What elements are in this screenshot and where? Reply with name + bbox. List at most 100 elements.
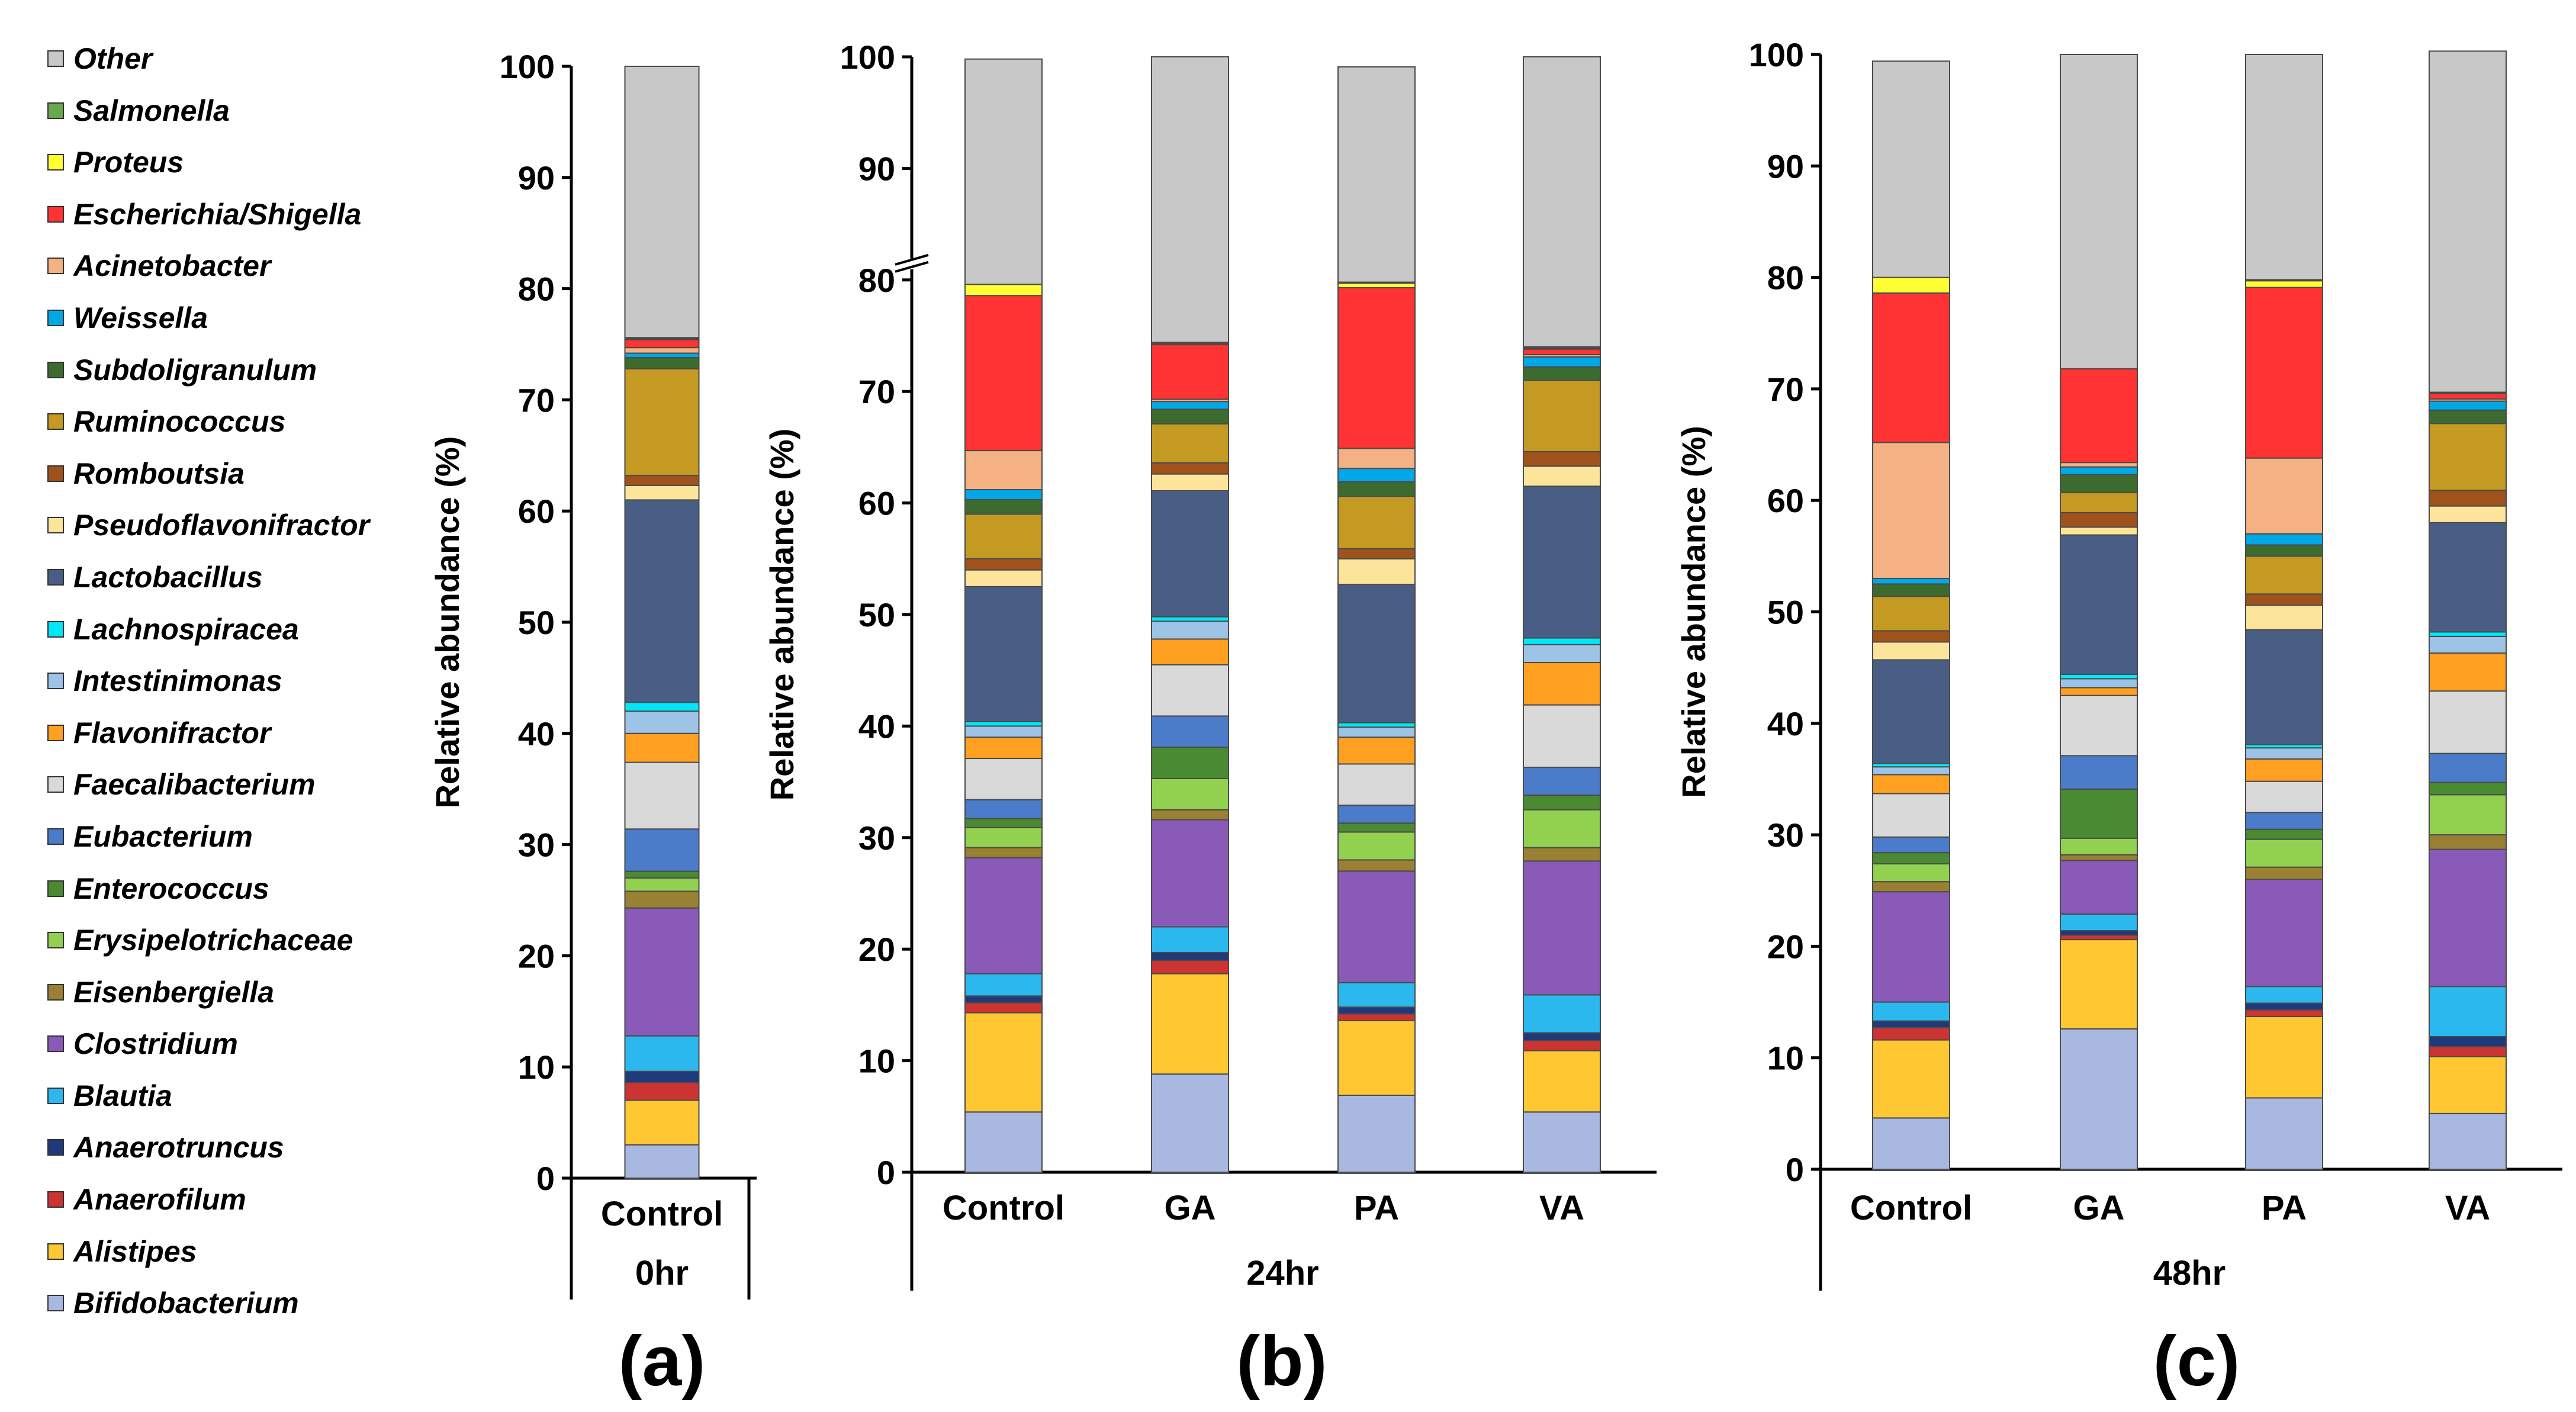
bar-segment: [2245, 1002, 2323, 1011]
axis-break-mark: [895, 253, 929, 266]
category-label: Control: [601, 1195, 723, 1233]
bar-segment: [1337, 496, 1416, 549]
bar-segment: [1872, 60, 1950, 278]
y-tick-label: 30: [858, 819, 895, 857]
bar-segment: [1151, 819, 1229, 928]
bar-segment: [2245, 604, 2323, 631]
bar-segment: [2060, 678, 2138, 689]
legend-swatch: [47, 413, 64, 430]
bar-segment: [1872, 1020, 1950, 1028]
bar-segment: [1337, 736, 1416, 765]
y-axis-label: Relative abundance (%): [1675, 426, 1712, 798]
bar-segment: [624, 66, 700, 339]
bar-segment: [1523, 767, 1601, 796]
legend-item: Lactobacillus: [47, 554, 474, 606]
legend-swatch: [47, 828, 64, 845]
y-tick-label: 100: [1749, 36, 1804, 73]
bar-segment: [1872, 583, 1950, 597]
legend-label: Eisenbergiella: [73, 975, 275, 1009]
bar-segment: [2245, 747, 2323, 760]
bar-segment: [2060, 534, 2138, 675]
legend-label: Intestinimonas: [73, 664, 282, 698]
legend-swatch: [47, 673, 64, 690]
bar-segment: [964, 513, 1043, 559]
y-tick-label: 100: [500, 48, 555, 85]
bar-segment: [2060, 930, 2138, 936]
y-tick-label: 50: [858, 596, 895, 633]
bar-segment: [1151, 620, 1229, 640]
bar-segment: [2245, 1009, 2323, 1018]
bar-segment: [2060, 687, 2138, 696]
bar-segment: [2429, 1046, 2507, 1057]
legend-swatch: [47, 309, 64, 326]
y-tick-label: 70: [1767, 371, 1804, 408]
bar-segment: [624, 732, 700, 763]
bar-segment: [2060, 1028, 2138, 1170]
legend-label: Lachnospiracea: [73, 612, 299, 646]
legend-item: Proteus: [47, 139, 474, 191]
bar-segment: [1337, 1013, 1416, 1021]
bar-segment: [2060, 788, 2138, 839]
legend-swatch: [47, 517, 64, 534]
bar-segment: [1151, 973, 1229, 1075]
bar-segment: [2245, 866, 2323, 880]
bar-segment: [2245, 287, 2323, 459]
bar-segment: [1872, 766, 1950, 776]
bar-segment: [2245, 1097, 2323, 1170]
bar-segment: [2060, 854, 2138, 861]
y-tick-label: 10: [858, 1043, 895, 1080]
legend-item: Weissella: [47, 295, 474, 347]
bar-segment: [1872, 836, 1950, 854]
bar-segment: [2060, 462, 2138, 468]
bar-segment: [1151, 664, 1229, 717]
bar-segment: [964, 450, 1043, 490]
bar-segment: [1337, 982, 1416, 1008]
bar-segment: [1523, 356, 1601, 368]
legend-item: Faecalibacterium: [47, 761, 474, 813]
bar-segment: [964, 758, 1043, 800]
legend-item: Lachnospiracea: [47, 606, 474, 658]
bar-segment: [1872, 641, 1950, 661]
bar-segment: [1151, 473, 1229, 491]
bar-segment: [624, 710, 700, 734]
bar-segment: [2060, 54, 2138, 370]
bar-segment: [624, 1144, 700, 1179]
bar-segment: [1523, 637, 1601, 645]
bar-segment: [2060, 694, 2138, 757]
bar-segment: [1337, 722, 1416, 728]
bar-segment: [1523, 366, 1601, 381]
legend-item: Acinetobacter: [47, 243, 474, 295]
bar-segment: [1872, 793, 1950, 838]
bar-segment: [1337, 66, 1416, 283]
bar-segment: [1872, 863, 1950, 883]
bar-segment: [1337, 468, 1416, 483]
bar-segment: [624, 347, 700, 354]
bar-segment: [2245, 629, 2323, 745]
bar-segment: [964, 58, 1043, 285]
bar-segment: [1151, 409, 1229, 424]
bar-segment: [964, 1002, 1043, 1014]
category-label: PA: [2262, 1189, 2307, 1227]
legend-item: Other: [47, 36, 474, 88]
y-tick-label: 10: [1767, 1040, 1804, 1077]
bar-segment: [2060, 368, 2138, 464]
bar-segment: [1872, 276, 1950, 294]
bar-segment: [1151, 809, 1229, 821]
bar-segment: [1523, 860, 1601, 996]
bar-segment: [624, 357, 700, 369]
legend-item: Alistipes: [47, 1228, 474, 1281]
bar-segment: [1151, 1073, 1229, 1173]
bar-segment: [1337, 282, 1416, 288]
bar-segment: [624, 907, 700, 1037]
y-tick-label: 40: [858, 707, 895, 745]
bar-segment: [624, 475, 700, 487]
y-tick-label: 60: [1767, 482, 1804, 519]
legend-item: Anaerotruncus: [47, 1124, 474, 1176]
bar-segment: [1337, 548, 1416, 559]
bar-segment: [1337, 870, 1416, 983]
bar-segment: [1872, 1039, 1950, 1119]
legend-swatch: [47, 465, 64, 482]
bar-segment: [964, 558, 1043, 571]
category-label: GA: [1165, 1189, 1216, 1227]
y-tick-label: 60: [858, 485, 895, 522]
